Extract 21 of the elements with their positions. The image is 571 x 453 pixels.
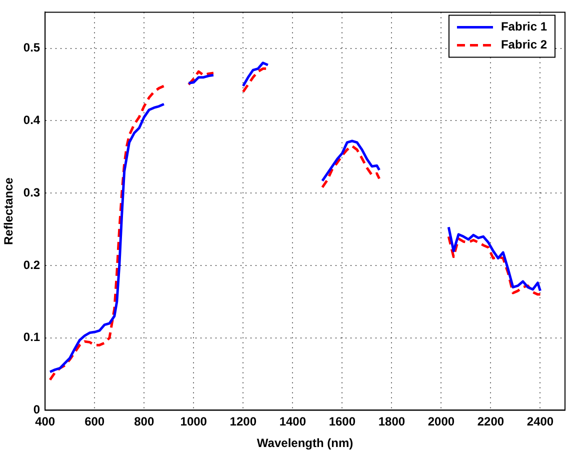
y-tick-label: 0.5 — [23, 40, 40, 55]
x-tick-label: 2200 — [477, 414, 504, 429]
x-tick-label: 400 — [35, 414, 56, 429]
x-tick-label: 1400 — [279, 414, 306, 429]
x-tick-label: 1000 — [180, 414, 208, 429]
x-tick-label: 1600 — [328, 414, 356, 429]
x-axis-title: Wavelength (nm) — [256, 436, 354, 450]
y-tick-label: 0.3 — [23, 185, 40, 200]
x-tick-label: 800 — [134, 414, 154, 429]
x-tick-label: 1200 — [230, 414, 257, 429]
y-axis-title: Reflectance — [2, 177, 16, 245]
y-tick-label: 0.4 — [23, 113, 40, 128]
legend-label: Fabric 1 — [500, 20, 548, 34]
x-tick-label: 600 — [84, 414, 105, 429]
legend-label: Fabric 2 — [500, 38, 548, 52]
x-tick-label: 2400 — [526, 414, 554, 429]
x-tick-label: 1800 — [378, 414, 406, 429]
y-tick-label: 0.1 — [23, 330, 40, 344]
x-tick-label: 2000 — [428, 414, 455, 429]
y-tick-label: 0 — [33, 402, 40, 417]
y-tick-label: 0.2 — [23, 258, 40, 272]
